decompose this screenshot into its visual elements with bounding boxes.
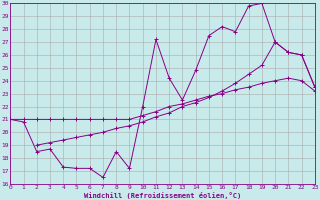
X-axis label: Windchill (Refroidissement éolien,°C): Windchill (Refroidissement éolien,°C) [84, 192, 241, 199]
